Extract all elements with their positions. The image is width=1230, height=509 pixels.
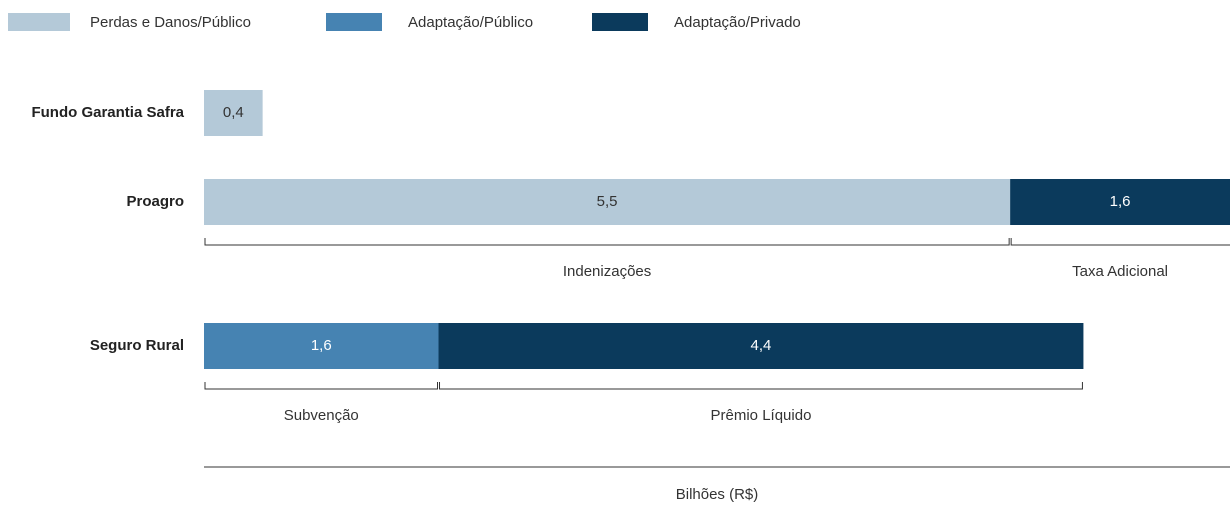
- bar-segment: [204, 90, 263, 136]
- bar-segment: [1010, 179, 1230, 225]
- value-label: 0,4: [223, 104, 244, 121]
- bar-segment: [204, 323, 439, 369]
- segment-label: Indenizações: [563, 263, 651, 280]
- category-label: Proagro: [126, 193, 184, 210]
- segment-label: Prêmio Líquido: [711, 407, 812, 424]
- bracket: [439, 382, 1083, 390]
- category-label: Seguro Rural: [90, 337, 184, 354]
- legend-label: Adaptação/Privado: [674, 14, 801, 31]
- x-axis-label: Bilhões (R$): [676, 486, 759, 503]
- legend-swatch: [326, 13, 382, 31]
- bar-segment: [438, 323, 1084, 369]
- bracket: [204, 382, 439, 390]
- bracket: [204, 238, 1010, 246]
- bracket: [1010, 238, 1230, 246]
- category-label: Fundo Garantia Safra: [31, 104, 184, 121]
- legend-swatch: [592, 13, 648, 31]
- legend-swatch: [8, 13, 70, 31]
- value-label: 5,5: [597, 193, 618, 210]
- value-label: 1,6: [311, 337, 332, 354]
- value-label: 4,4: [751, 337, 772, 354]
- segment-label: Taxa Adicional: [1072, 263, 1168, 280]
- bar-segment: [204, 179, 1011, 225]
- value-label: 1,6: [1110, 193, 1131, 210]
- legend-label: Perdas e Danos/Público: [90, 14, 251, 31]
- legend-label: Adaptação/Público: [408, 14, 533, 31]
- segment-label: Subvenção: [284, 407, 359, 424]
